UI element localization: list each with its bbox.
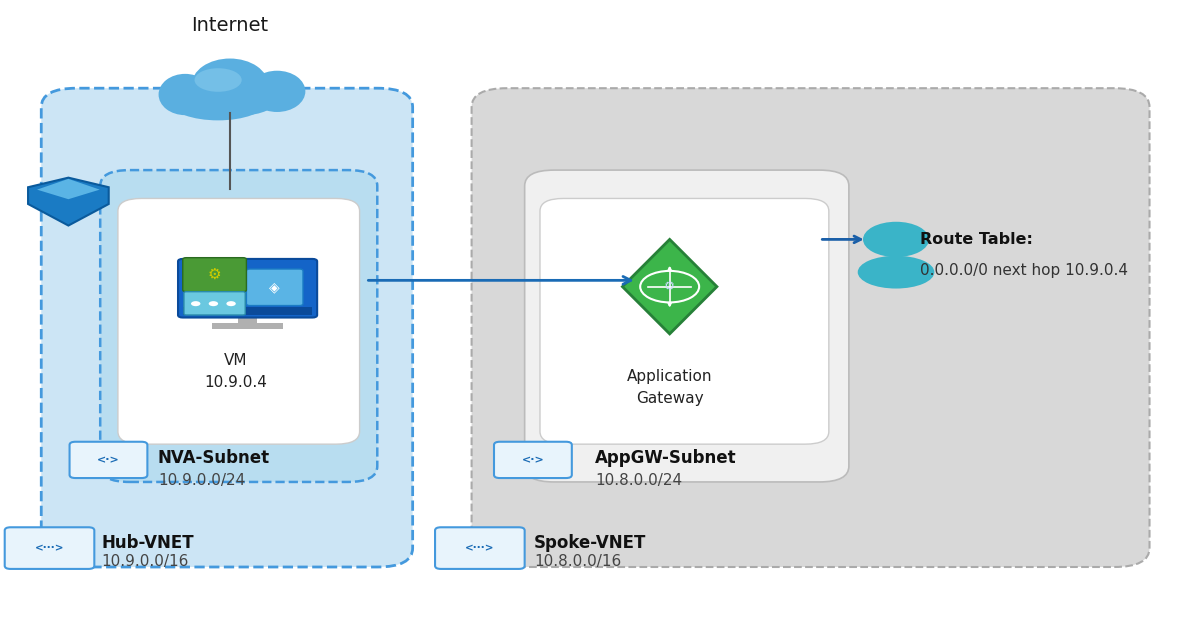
Text: 10.9.0.0/24: 10.9.0.0/24 (158, 473, 245, 488)
Polygon shape (37, 179, 100, 199)
Circle shape (191, 301, 200, 306)
Ellipse shape (158, 74, 212, 115)
Text: <·>: <·> (521, 455, 545, 465)
Circle shape (209, 301, 218, 306)
Text: VM
10.9.0.4: VM 10.9.0.4 (204, 353, 268, 390)
Polygon shape (623, 239, 717, 334)
Circle shape (640, 271, 699, 302)
FancyBboxPatch shape (183, 258, 246, 292)
Text: <···>: <···> (465, 543, 495, 553)
FancyBboxPatch shape (184, 292, 245, 315)
FancyBboxPatch shape (178, 259, 317, 318)
Bar (183, 307, 312, 315)
FancyBboxPatch shape (41, 88, 413, 567)
Text: NVA-Subnet: NVA-Subnet (158, 449, 270, 467)
Text: Application
Gateway: Application Gateway (627, 369, 712, 406)
FancyBboxPatch shape (246, 269, 303, 306)
Text: 0.0.0.0/0 next hop 10.9.0.4: 0.0.0.0/0 next hop 10.9.0.4 (920, 263, 1127, 278)
FancyBboxPatch shape (435, 527, 525, 569)
FancyBboxPatch shape (525, 170, 849, 482)
Text: Hub-VNET: Hub-VNET (101, 534, 195, 552)
FancyBboxPatch shape (494, 442, 572, 478)
Bar (238, 312, 257, 326)
Ellipse shape (171, 85, 265, 120)
Text: <···>: <···> (34, 543, 65, 553)
Text: Internet: Internet (191, 16, 269, 35)
Polygon shape (28, 178, 108, 226)
Text: 10.8.0.0/16: 10.8.0.0/16 (534, 554, 621, 570)
Text: Route Table:: Route Table: (920, 232, 1033, 247)
Text: Spoke-VNET: Spoke-VNET (534, 534, 646, 552)
FancyBboxPatch shape (70, 442, 147, 478)
FancyBboxPatch shape (472, 88, 1150, 567)
FancyBboxPatch shape (540, 198, 829, 444)
Circle shape (863, 222, 929, 257)
Text: <·>: <·> (97, 455, 120, 465)
Ellipse shape (249, 71, 305, 112)
Text: ⚙: ⚙ (208, 267, 222, 282)
FancyBboxPatch shape (5, 527, 94, 569)
Circle shape (226, 301, 236, 306)
Ellipse shape (191, 59, 269, 112)
Text: 10.8.0.0/24: 10.8.0.0/24 (595, 473, 683, 488)
FancyBboxPatch shape (100, 170, 377, 482)
Text: 10.9.0.0/16: 10.9.0.0/16 (101, 554, 189, 570)
Bar (212, 323, 283, 329)
Text: AppGW-Subnet: AppGW-Subnet (595, 449, 737, 467)
Text: ◈: ◈ (269, 280, 281, 294)
Ellipse shape (206, 83, 277, 115)
Text: ⚙: ⚙ (664, 280, 676, 293)
FancyBboxPatch shape (118, 198, 360, 444)
Ellipse shape (195, 68, 242, 92)
Ellipse shape (857, 256, 935, 289)
